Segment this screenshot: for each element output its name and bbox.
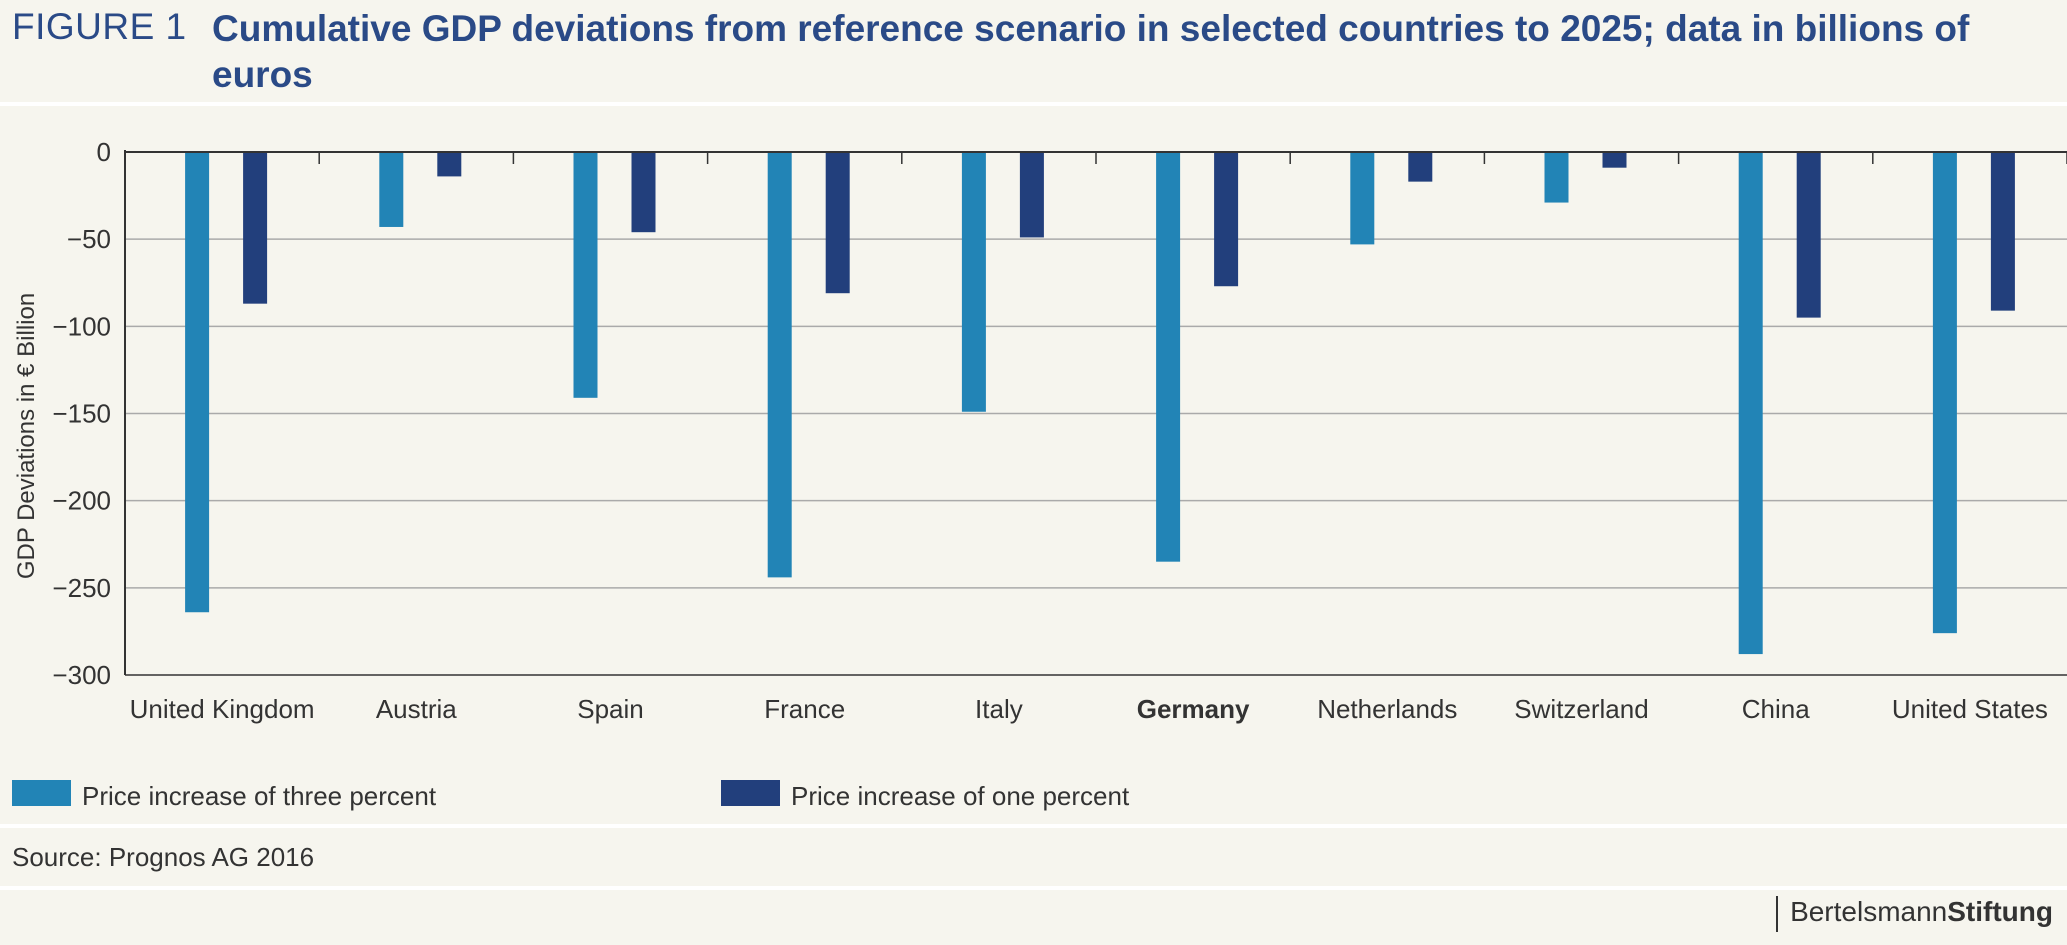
- y-tick-label: −100: [52, 311, 111, 341]
- bar-chart: 0 −50 −100 −150 −200 −250 −300 United Kingdom Au…: [13, 137, 2067, 724]
- y-axis-title: GDP Deviations in € Billion: [13, 293, 40, 579]
- bar-one-percent: [243, 152, 268, 304]
- brand-bold: Stiftung: [1947, 896, 2053, 927]
- bar-one-percent: [437, 152, 462, 177]
- y-tick-label: −300: [52, 660, 111, 690]
- bar-three-percent: [379, 152, 404, 227]
- bar-one-percent: [1990, 152, 2015, 311]
- x-category-label: China: [1742, 694, 1810, 724]
- x-category-label: Netherlands: [1317, 694, 1457, 724]
- bar-three-percent: [767, 152, 792, 578]
- bar-one-percent: [1602, 152, 1627, 168]
- x-category-label: Austria: [376, 694, 457, 724]
- bar-three-percent: [1738, 152, 1763, 655]
- legend-label-three-percent: Price increase of three percent: [82, 781, 437, 811]
- bar-one-percent: [1214, 152, 1239, 287]
- bar-three-percent: [1156, 152, 1181, 562]
- bar-three-percent: [1932, 152, 1957, 634]
- bar-three-percent: [961, 152, 986, 412]
- x-category-label: United States: [1892, 694, 2048, 724]
- legend-label-one-percent: Price increase of one percent: [791, 781, 1130, 811]
- legend-swatch-one-percent: [721, 780, 780, 806]
- bar-three-percent: [1544, 152, 1569, 203]
- bar-one-percent: [1796, 152, 1821, 318]
- y-tick-label: 0: [97, 137, 111, 167]
- bar-one-percent: [631, 152, 656, 233]
- source-row: Source: Prognos AG 2016: [0, 824, 2067, 890]
- x-category-label: Germany: [1137, 694, 1250, 724]
- y-tick-label: −150: [52, 399, 111, 429]
- x-category-label: Spain: [577, 694, 644, 724]
- x-category-label: Italy: [975, 694, 1023, 724]
- x-category-label: United Kingdom: [130, 694, 315, 724]
- x-category-label: France: [764, 694, 845, 724]
- brand-logo: BertelsmannStiftung: [1776, 896, 2053, 932]
- y-tick-label: −50: [67, 224, 111, 254]
- figure-title: Cumulative GDP deviations from reference…: [212, 8, 1970, 95]
- chart-area: 0 −50 −100 −150 −200 −250 −300 United Kingdom Au…: [0, 106, 2067, 826]
- bar-one-percent: [1408, 152, 1433, 182]
- y-tick-label: −200: [52, 486, 111, 516]
- x-category-label: Switzerland: [1514, 694, 1648, 724]
- legend: Price increase of three percent Price in…: [0, 770, 2067, 820]
- bar-one-percent: [1019, 152, 1044, 238]
- source-text: Source: Prognos AG 2016: [12, 842, 315, 872]
- bar-three-percent: [1350, 152, 1375, 245]
- bar-three-percent: [185, 152, 210, 613]
- brand-regular: Bertelsmann: [1790, 896, 1948, 927]
- y-tick-label: −250: [52, 573, 111, 603]
- figure-header: FIGURE 1 Cumulative GDP deviations from …: [0, 0, 2067, 106]
- figure-label: FIGURE 1: [12, 6, 187, 47]
- bar-three-percent: [573, 152, 598, 398]
- bar-one-percent: [825, 152, 850, 294]
- legend-swatch-three-percent: [12, 780, 71, 806]
